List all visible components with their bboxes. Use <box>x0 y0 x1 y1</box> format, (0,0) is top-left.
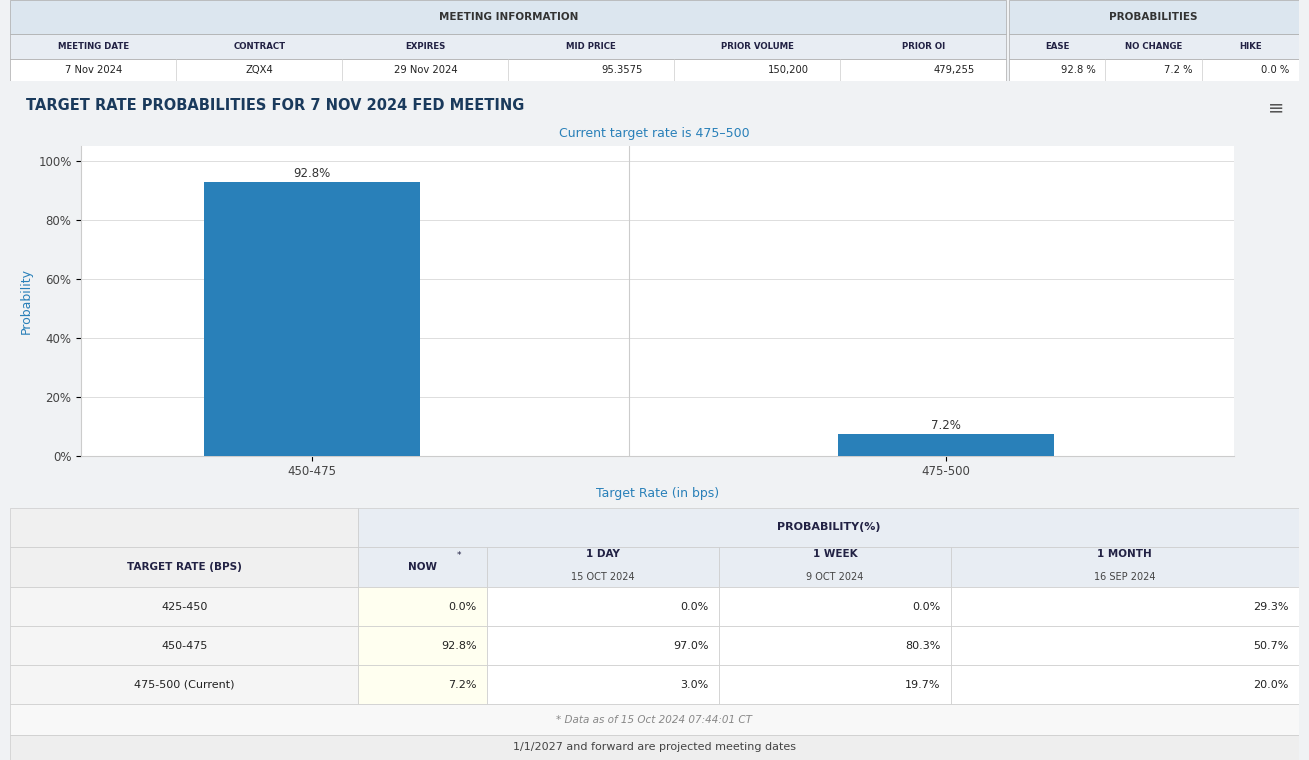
FancyBboxPatch shape <box>10 508 359 546</box>
FancyBboxPatch shape <box>10 626 359 666</box>
Text: TARGET RATE PROBABILITIES FOR 7 NOV 2024 FED MEETING: TARGET RATE PROBABILITIES FOR 7 NOV 2024… <box>26 98 525 113</box>
Text: 15 OCT 2024: 15 OCT 2024 <box>571 572 635 582</box>
FancyBboxPatch shape <box>487 546 719 587</box>
Text: 475-500 (Current): 475-500 (Current) <box>134 680 234 690</box>
FancyBboxPatch shape <box>359 546 487 587</box>
Text: 3.0%: 3.0% <box>681 680 708 690</box>
Text: 1 MONTH: 1 MONTH <box>1097 549 1152 559</box>
FancyBboxPatch shape <box>487 587 719 626</box>
FancyBboxPatch shape <box>1009 0 1299 34</box>
Bar <box>204 182 420 456</box>
Text: PROBABILITY(%): PROBABILITY(%) <box>776 522 880 532</box>
Text: 20.0%: 20.0% <box>1253 680 1288 690</box>
Text: 80.3%: 80.3% <box>905 641 940 651</box>
Text: 0.0 %: 0.0 % <box>1261 65 1289 75</box>
Text: MEETING INFORMATION: MEETING INFORMATION <box>439 12 579 22</box>
Text: 7.2%: 7.2% <box>931 419 961 432</box>
Text: 1 DAY: 1 DAY <box>586 549 620 559</box>
FancyBboxPatch shape <box>719 626 950 666</box>
FancyBboxPatch shape <box>10 546 359 587</box>
FancyBboxPatch shape <box>719 546 950 587</box>
Text: 7.2 %: 7.2 % <box>1164 65 1192 75</box>
Y-axis label: Probability: Probability <box>20 268 33 334</box>
FancyBboxPatch shape <box>10 705 1299 735</box>
Text: 450-475: 450-475 <box>161 641 208 651</box>
Text: 95.3575: 95.3575 <box>601 65 643 75</box>
Text: PRIOR OI: PRIOR OI <box>902 42 945 51</box>
Text: 29 Nov 2024: 29 Nov 2024 <box>394 65 457 75</box>
Text: EXPIRES: EXPIRES <box>406 42 445 51</box>
FancyBboxPatch shape <box>950 587 1299 626</box>
FancyBboxPatch shape <box>1009 59 1299 81</box>
FancyBboxPatch shape <box>10 59 1007 81</box>
Text: Q: Q <box>1149 277 1216 350</box>
Text: NOW: NOW <box>408 562 437 572</box>
FancyBboxPatch shape <box>10 735 1299 760</box>
FancyBboxPatch shape <box>950 626 1299 666</box>
FancyBboxPatch shape <box>359 587 487 626</box>
Text: NO CHANGE: NO CHANGE <box>1124 42 1182 51</box>
X-axis label: Target Rate (in bps): Target Rate (in bps) <box>596 486 719 499</box>
Text: MID PRICE: MID PRICE <box>567 42 617 51</box>
Text: 9 OCT 2024: 9 OCT 2024 <box>806 572 864 582</box>
FancyBboxPatch shape <box>10 587 359 626</box>
FancyBboxPatch shape <box>359 626 487 666</box>
FancyBboxPatch shape <box>10 666 359 705</box>
Text: 7 Nov 2024: 7 Nov 2024 <box>65 65 122 75</box>
FancyBboxPatch shape <box>719 587 950 626</box>
FancyBboxPatch shape <box>1009 34 1299 59</box>
Text: 92.8%: 92.8% <box>441 641 476 651</box>
Text: EASE: EASE <box>1045 42 1069 51</box>
Text: 150,200: 150,200 <box>768 65 809 75</box>
Text: TARGET RATE (BPS): TARGET RATE (BPS) <box>127 562 242 572</box>
Text: 1 WEEK: 1 WEEK <box>813 549 857 559</box>
Text: 92.8%: 92.8% <box>293 167 330 180</box>
Text: PROBABILITIES: PROBABILITIES <box>1109 12 1198 22</box>
FancyBboxPatch shape <box>10 34 1007 59</box>
Text: CONTRACT: CONTRACT <box>233 42 285 51</box>
Text: 1/1/2027 and forward are projected meeting dates: 1/1/2027 and forward are projected meeti… <box>513 743 796 752</box>
Text: *: * <box>457 551 461 560</box>
Text: PRIOR VOLUME: PRIOR VOLUME <box>721 42 793 51</box>
Text: MEETING DATE: MEETING DATE <box>58 42 130 51</box>
FancyBboxPatch shape <box>719 666 950 705</box>
Text: 97.0%: 97.0% <box>673 641 708 651</box>
Text: 0.0%: 0.0% <box>681 602 708 612</box>
Text: ≡: ≡ <box>1268 98 1284 117</box>
Text: 7.2%: 7.2% <box>448 680 476 690</box>
Text: 0.0%: 0.0% <box>912 602 940 612</box>
FancyBboxPatch shape <box>950 546 1299 587</box>
Text: 19.7%: 19.7% <box>905 680 940 690</box>
Text: * Data as of 15 Oct 2024 07:44:01 CT: * Data as of 15 Oct 2024 07:44:01 CT <box>556 714 753 724</box>
Text: Current target rate is 475–500: Current target rate is 475–500 <box>559 128 750 141</box>
Text: 50.7%: 50.7% <box>1253 641 1288 651</box>
FancyBboxPatch shape <box>950 666 1299 705</box>
FancyBboxPatch shape <box>487 666 719 705</box>
FancyBboxPatch shape <box>359 508 1299 546</box>
Bar <box>838 435 1054 456</box>
FancyBboxPatch shape <box>487 626 719 666</box>
Text: HIKE: HIKE <box>1238 42 1262 51</box>
Text: 479,255: 479,255 <box>933 65 975 75</box>
Text: 29.3%: 29.3% <box>1253 602 1288 612</box>
Text: 92.8 %: 92.8 % <box>1060 65 1096 75</box>
Text: ZQX4: ZQX4 <box>246 65 274 75</box>
FancyBboxPatch shape <box>359 666 487 705</box>
Text: 425-450: 425-450 <box>161 602 208 612</box>
FancyBboxPatch shape <box>10 0 1007 34</box>
Text: 0.0%: 0.0% <box>449 602 476 612</box>
Text: 16 SEP 2024: 16 SEP 2024 <box>1094 572 1156 582</box>
